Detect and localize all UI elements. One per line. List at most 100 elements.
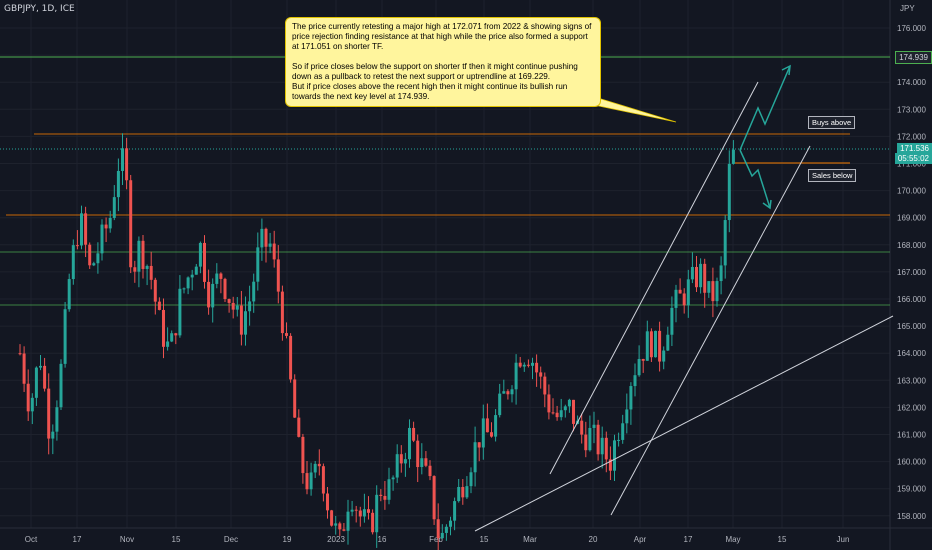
candle-up	[309, 472, 313, 490]
candle-up	[723, 220, 727, 266]
candle-down	[88, 244, 92, 266]
candle-up	[387, 479, 391, 500]
price-tick-label: 168.000	[897, 241, 926, 250]
candle-up	[182, 288, 186, 290]
time-tick-label: 19	[283, 535, 292, 544]
candle-up	[55, 407, 59, 432]
candle-up	[707, 281, 711, 293]
candle-up	[391, 477, 395, 480]
time-tick-label: 15	[778, 535, 787, 544]
candle-down	[695, 266, 698, 288]
candle-up	[313, 463, 317, 473]
candle-up	[96, 253, 100, 264]
channel-lower-line	[610, 145, 811, 516]
candle-up	[444, 526, 448, 533]
candle-up	[514, 362, 518, 390]
price-tick-label: 172.000	[897, 132, 926, 141]
time-tick-label: Feb	[429, 535, 443, 544]
candle-up	[502, 391, 506, 394]
candle-down	[47, 388, 51, 439]
candle-down	[26, 383, 30, 412]
candle-down	[317, 463, 321, 467]
candle-up	[617, 439, 621, 441]
candle-down	[547, 394, 551, 413]
candle-up	[559, 410, 563, 418]
candle-down	[506, 391, 510, 395]
sales-below-label[interactable]: Sales below	[808, 169, 857, 182]
candle-up	[137, 240, 141, 272]
time-tick-label: 15	[480, 535, 489, 544]
candle-down	[18, 353, 22, 355]
time-tick-label: 15	[172, 535, 181, 544]
candle-up	[116, 170, 120, 198]
candle-down	[367, 509, 370, 513]
candle-down	[416, 440, 420, 468]
candle-up	[256, 247, 260, 282]
candle-up	[629, 386, 633, 410]
candle-up	[453, 501, 457, 521]
candle-up	[395, 454, 399, 478]
candle-down	[428, 465, 432, 477]
candle-down	[338, 523, 342, 530]
analysis-note[interactable]: The price currently retesting a major hi…	[285, 17, 601, 107]
candle-down	[526, 364, 530, 366]
candle-down	[203, 242, 206, 282]
candle-up	[563, 406, 567, 411]
candle-up	[592, 424, 596, 428]
candle-down	[649, 331, 653, 358]
candle-down	[682, 293, 686, 306]
candle-up	[633, 375, 637, 387]
candle-down	[371, 512, 375, 533]
price-tick-label: 163.000	[897, 376, 926, 385]
candle-down	[129, 180, 133, 268]
candle-up	[469, 472, 473, 487]
candle-down	[580, 420, 584, 435]
candle-up	[420, 458, 424, 468]
candle-up	[346, 511, 350, 531]
candle-up	[71, 245, 75, 280]
candle-down	[207, 281, 211, 308]
price-tick-label: 174.000	[897, 78, 926, 87]
price-tick-label: 159.000	[897, 485, 926, 494]
candle-up	[719, 265, 723, 282]
candle-down	[174, 333, 178, 336]
candle-down	[104, 224, 108, 229]
candle-up	[457, 486, 461, 502]
candle-down	[125, 148, 129, 181]
candle-up	[449, 520, 452, 527]
candle-up	[662, 350, 666, 362]
candle-up	[731, 149, 735, 164]
candle-up	[510, 389, 514, 395]
symbol-title[interactable]: GBPJPY, 1D, ICE	[4, 4, 75, 14]
price-tick-label: 166.000	[897, 295, 926, 304]
candle-down	[477, 442, 481, 448]
bullish-projection-path	[739, 65, 791, 151]
candle-down	[604, 437, 608, 460]
price-tick-label: 167.000	[897, 268, 926, 277]
candle-up	[362, 509, 366, 517]
candle-up	[666, 334, 670, 351]
candle-up	[170, 333, 174, 342]
candle-up	[100, 224, 104, 254]
price-tick-label: 176.000	[897, 24, 926, 33]
candle-up	[699, 263, 703, 288]
price-tick-label: 160.000	[897, 458, 926, 467]
buys-above-label[interactable]: Buys above	[808, 116, 856, 129]
candle-down	[276, 259, 280, 292]
candle-up	[645, 331, 649, 361]
candle-down	[711, 281, 715, 302]
candle-up	[670, 307, 674, 335]
candle-up	[567, 399, 571, 407]
candle-down	[485, 418, 489, 433]
candle-up	[211, 283, 215, 308]
candle-up	[686, 279, 690, 306]
candle-down	[539, 372, 543, 377]
price-tick-label: 158.000	[897, 512, 926, 521]
candle-up	[727, 163, 731, 221]
candle-down	[153, 279, 157, 302]
price-tick-label: 170.000	[897, 187, 926, 196]
time-tick-label: Mar	[523, 535, 537, 544]
candle-up	[403, 459, 407, 464]
candle-up	[34, 367, 38, 398]
candle-up	[166, 341, 170, 347]
